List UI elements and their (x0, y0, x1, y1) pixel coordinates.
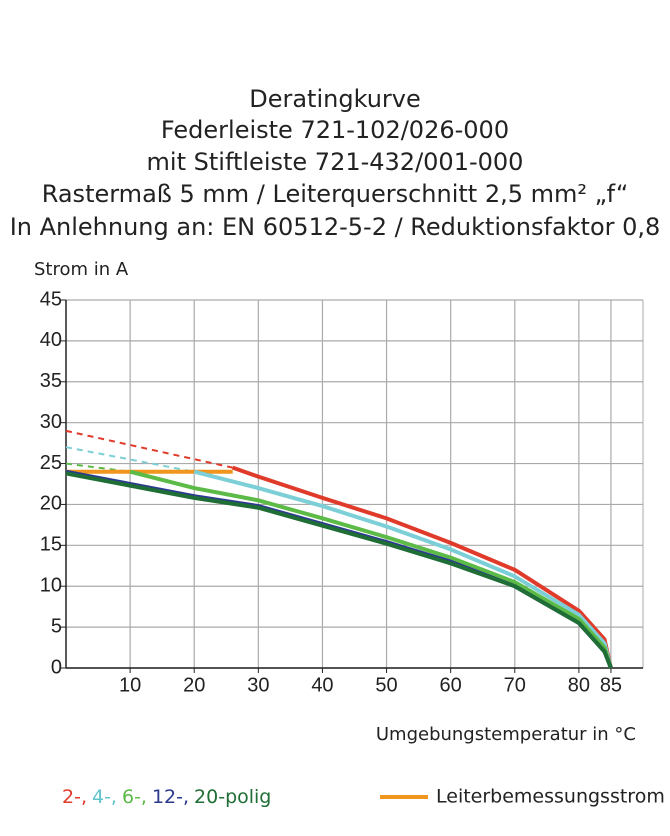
x-tick-label: 40 (311, 674, 333, 696)
x-tick-label: 10 (119, 674, 141, 696)
x-tick-label: 70 (504, 674, 526, 696)
y-tick-label: 10 (40, 575, 62, 597)
y-tick-label: 15 (40, 534, 62, 556)
series-line (129, 469, 613, 669)
title-line: mit Stiftleiste 721-432/001-000 (147, 148, 524, 176)
legend: 2-, 4-, 6-, 12-, 20-polig (62, 786, 271, 808)
x-tick-label: 50 (375, 674, 397, 696)
legend-entry: 4-, (92, 786, 117, 808)
y-tick-label: 30 (40, 411, 62, 433)
y-tick-label: 45 (40, 288, 62, 310)
extrapolation-line (65, 429, 233, 469)
title-line: Deratingkurve (249, 85, 421, 113)
legend-entry: Leiterbemessungsstrom (436, 786, 665, 808)
x-tick-label: 60 (440, 674, 462, 696)
x-tick-label: 80 (568, 674, 590, 696)
title-line: In Anlehnung an: EN 60512-5-2 / Reduktio… (10, 213, 661, 241)
series-line (193, 469, 613, 669)
y-tick-label: 25 (40, 452, 62, 474)
legend-entry: 2-, (62, 786, 87, 808)
legend-entry: 6-, (122, 786, 147, 808)
x-tick-label: 85 (600, 674, 622, 696)
x-tick-label: 20 (183, 674, 205, 696)
title-line: Federleiste 721-102/026-000 (161, 116, 509, 144)
series-line (65, 471, 613, 669)
y-tick-label: 20 (40, 493, 62, 515)
y-tick-label: 35 (40, 370, 62, 392)
y-tick-label: 0 (51, 656, 62, 678)
y-tick-label: 5 (51, 615, 62, 637)
legend-entry: 12-, (152, 786, 189, 808)
x-tick-label: 30 (247, 674, 269, 696)
y-axis-label: Strom in A (34, 259, 129, 280)
series-line (232, 465, 613, 669)
title-line: Rastermaß 5 mm / Leiterquerschnitt 2,5 m… (42, 180, 629, 208)
y-tick-label: 40 (40, 329, 62, 351)
x-axis-label: Umgebungstemperatur in °C (376, 724, 636, 745)
legend-entry: 20-polig (194, 786, 271, 808)
